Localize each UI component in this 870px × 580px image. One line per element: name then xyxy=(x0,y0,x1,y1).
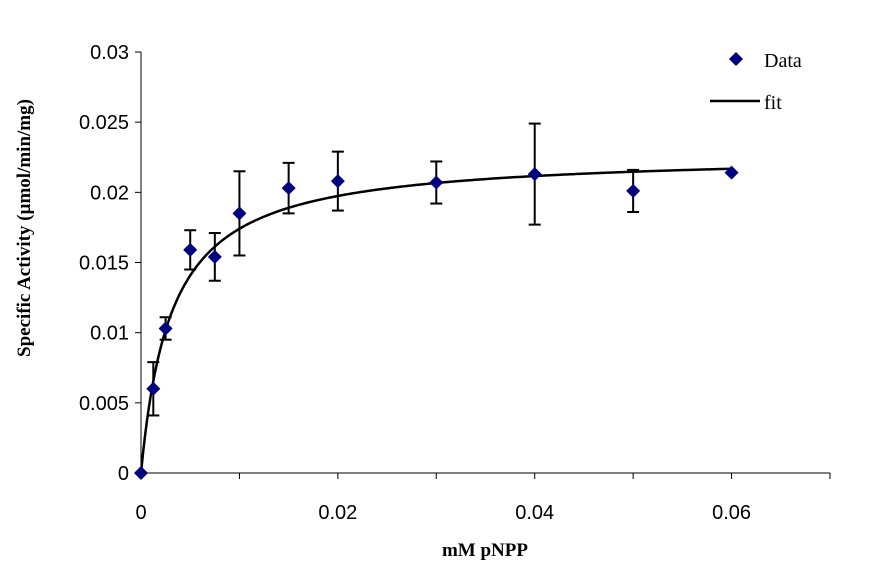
error-bars xyxy=(147,122,640,417)
y-tick-label: 0 xyxy=(118,463,129,485)
y-axis: 0 0.005 0.01 0.015 0.02 0.025 0.03 xyxy=(79,42,142,485)
y-axis-title: Specific Activity (µmol/min/mg) xyxy=(14,99,35,357)
data-point xyxy=(527,167,542,182)
x-tick-label: 0.02 xyxy=(318,502,357,524)
legend: Data fit xyxy=(710,50,802,114)
data-point xyxy=(724,165,739,180)
y-tick-label: 0.025 xyxy=(79,112,129,134)
data-point xyxy=(626,183,641,198)
x-tick-label: 0.04 xyxy=(515,502,554,524)
data-series xyxy=(134,165,739,480)
y-tick-label: 0.005 xyxy=(79,393,129,415)
x-tick-label: 0.06 xyxy=(712,502,751,524)
legend-marker-data xyxy=(729,52,743,66)
legend-label-data: Data xyxy=(764,50,802,72)
y-tick-label: 0.02 xyxy=(90,182,129,204)
y-tick-label: 0.015 xyxy=(79,253,129,275)
fit-line xyxy=(139,167,732,474)
fit-series xyxy=(139,167,732,474)
x-axis: 0 0.02 0.04 0.06 xyxy=(135,472,831,524)
data-point xyxy=(330,174,345,189)
y-tick-label: 0.03 xyxy=(90,42,129,64)
data-point xyxy=(183,242,198,257)
x-axis-title: mM pNPP xyxy=(442,540,528,561)
x-tick-label: 0 xyxy=(135,502,146,524)
data-point xyxy=(232,206,247,221)
data-point xyxy=(158,321,173,336)
legend-label-fit: fit xyxy=(764,92,782,114)
data-point xyxy=(281,181,296,196)
data-point xyxy=(429,175,444,190)
y-tick-label: 0.01 xyxy=(90,323,129,345)
data-point xyxy=(207,249,222,264)
data-point xyxy=(146,381,161,396)
data-point xyxy=(134,466,148,480)
